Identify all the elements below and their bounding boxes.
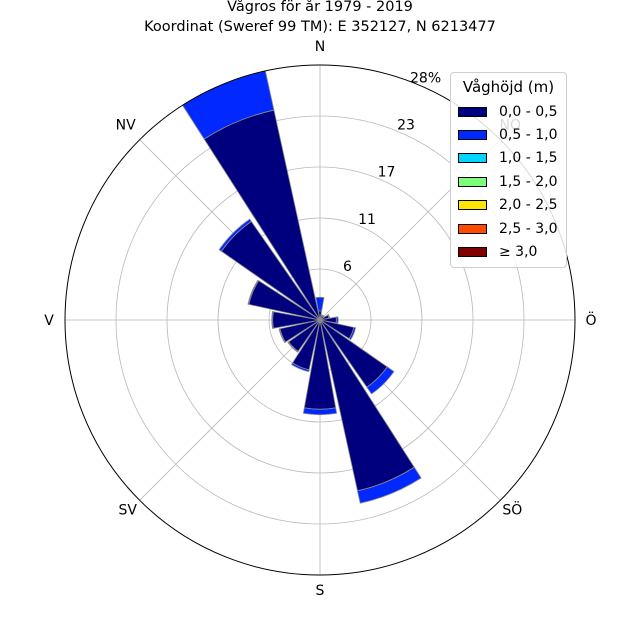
- rose-bar-segment: [335, 316, 339, 324]
- legend-label: 1,5 - 2,0: [499, 173, 558, 190]
- legend-swatch: [458, 106, 487, 117]
- rose-bar-segment: [218, 218, 252, 252]
- legend-swatch: [458, 176, 487, 187]
- radial-tick-label: 23: [397, 118, 415, 134]
- rose-bar-segment: [348, 326, 357, 341]
- direction-label: SÖ: [502, 500, 522, 518]
- chart-title-block: Vågros för år 1979 - 2019 Koordinat (Swe…: [0, 0, 640, 37]
- rose-bar-segment: [356, 466, 422, 504]
- rose-bar-segment: [278, 328, 287, 344]
- rose-bar-segment: [315, 296, 325, 312]
- radial-tick-label: 17: [378, 165, 396, 181]
- legend-label: 0,0 - 0,5: [499, 103, 558, 120]
- rose-bar-segment: [247, 279, 260, 305]
- chart-title: Vågros för år 1979 - 2019: [227, 0, 413, 15]
- rose-bar-segment: [271, 311, 274, 329]
- chart-subtitle: Koordinat (Sweref 99 TM): E 352127, N 62…: [144, 19, 496, 35]
- legend-swatch: [458, 200, 487, 211]
- legend-entries: 0,0 - 0,5 0,5 - 1,0 1,0 - 1,5 1,5 - 2,0 2,0 …: [451, 100, 566, 264]
- radial-tick-label: 11: [358, 212, 376, 228]
- direction-label: SV: [118, 502, 137, 518]
- legend-label: 2,0 - 2,5: [499, 197, 558, 214]
- legend-swatch: [458, 130, 487, 141]
- legend-label: 1,0 - 1,5: [499, 150, 558, 167]
- legend-entry: 2,5 - 3,0: [458, 217, 566, 240]
- direction-label: NV: [116, 118, 136, 134]
- legend-entry: 2,0 - 2,5: [458, 194, 566, 217]
- legend-label: ≥ 3,0: [499, 244, 538, 261]
- legend-swatch: [458, 223, 487, 234]
- legend-title: Våghöjd (m): [462, 78, 555, 96]
- radial-tick-label: 28%: [410, 70, 441, 86]
- rose-bar-segment: [302, 407, 338, 416]
- direction-label: Ö: [585, 311, 596, 329]
- legend-entry: 0,0 - 0,5: [458, 100, 566, 123]
- legend-swatch: [458, 153, 487, 164]
- angular-grid-line: [139, 319, 321, 501]
- rose-bar-segment: [290, 362, 310, 373]
- legend-label: 0,5 - 1,0: [499, 127, 558, 144]
- legend: Våghöjd (m) 0,0 - 0,5 0,5 - 1,0 1,0 - 1,5 1…: [450, 72, 567, 268]
- direction-label: N: [315, 39, 325, 55]
- legend-entry: 0,5 - 1,0: [458, 123, 566, 146]
- legend-entry: 1,0 - 1,5: [458, 147, 566, 170]
- rose-bar-segment: [366, 366, 395, 395]
- outer-frame-circle: [64, 64, 576, 576]
- legend-label: 2,5 - 3,0: [499, 220, 558, 237]
- radial-tick-label: 6: [343, 259, 352, 275]
- legend-entry: ≥ 3,0: [458, 240, 566, 263]
- legend-entry: 1,5 - 2,0: [458, 170, 566, 193]
- legend-swatch: [458, 247, 487, 258]
- rose-bar-segment: [287, 341, 299, 353]
- direction-label: S: [316, 583, 325, 599]
- direction-label: V: [44, 313, 54, 329]
